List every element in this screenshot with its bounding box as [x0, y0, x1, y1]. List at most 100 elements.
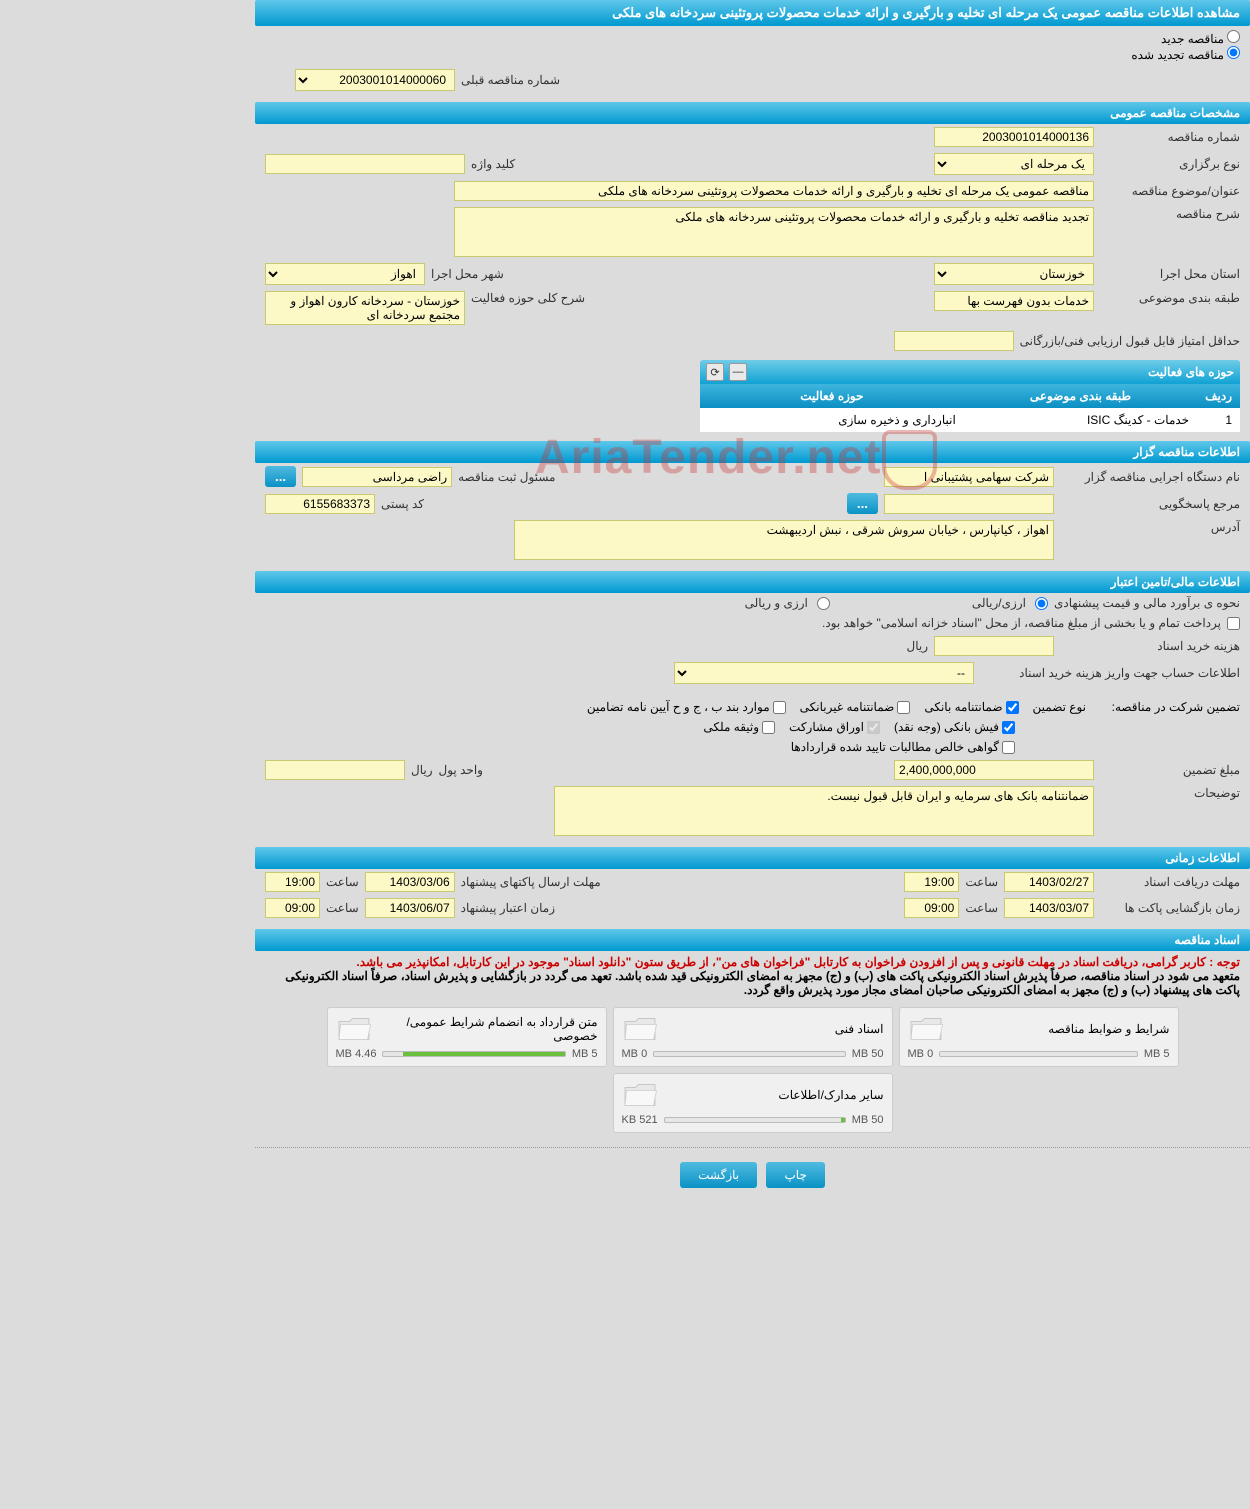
activity-title: حوزه های فعالیت — [1148, 365, 1234, 379]
contact-browse-button[interactable]: ... — [847, 493, 878, 514]
submit-deadline-label: مهلت ارسال پاکتهای پیشنهاد — [461, 875, 601, 889]
radio-renewed-tender[interactable] — [1227, 46, 1240, 59]
city-label: شهر محل اجرا — [431, 267, 504, 281]
scope-label: شرح کلی حوزه فعالیت — [471, 291, 585, 305]
category-input[interactable] — [934, 291, 1094, 311]
postal-label: کد پستی — [381, 497, 424, 511]
refresh-icon[interactable]: ⟳ — [706, 363, 724, 381]
reg-officer-label: مسئول ثبت مناقصه — [458, 470, 555, 484]
minimize-icon[interactable]: — — [729, 363, 747, 381]
scope-textarea[interactable] — [265, 291, 465, 325]
notes-label: توضیحات — [1100, 786, 1240, 800]
cb-cash[interactable] — [1002, 721, 1015, 734]
currency-input[interactable] — [265, 760, 405, 780]
tender-no-input[interactable] — [934, 127, 1094, 147]
time-label-4: ساعت — [326, 901, 359, 915]
doc-card[interactable]: متن قرارداد به انضمام شرایط عمومی/خصوصی … — [327, 1007, 607, 1067]
radio-new-tender[interactable] — [1227, 30, 1240, 43]
radio-rial[interactable] — [1035, 597, 1048, 610]
exec-label: نام دستگاه اجرایی مناقصه گزار — [1060, 470, 1240, 484]
doc-total: 50 MB — [852, 1048, 884, 1060]
keyword-input[interactable] — [265, 154, 465, 174]
province-select[interactable]: خوزستان — [934, 263, 1094, 285]
address-label: آدرس — [1060, 520, 1240, 534]
section-financial: اطلاعات مالی/تامین اعتبار — [255, 571, 1250, 593]
label-fx: ارزی و ریالی — [745, 596, 808, 610]
currency-unit: ریال — [411, 763, 433, 777]
doc-card[interactable]: اسناد فنی 50 MB 0 MB — [613, 1007, 893, 1067]
folder-icon — [336, 1014, 372, 1044]
currency-label: واحد پول — [439, 763, 483, 777]
doc-used: 0 MB — [908, 1048, 934, 1060]
treasury-checkbox[interactable] — [1227, 617, 1240, 630]
label-rial: ارزی/ریالی — [972, 596, 1026, 610]
notes-textarea[interactable] — [554, 786, 1094, 836]
guarantee-amount-input[interactable] — [894, 760, 1094, 780]
col-category: طبقه بندی موضوعی — [964, 384, 1197, 408]
guarantee-participate-label: تضمین شرکت در مناقصه: — [1100, 700, 1240, 714]
reg-officer-input[interactable] — [302, 467, 452, 487]
min-score-label: حداقل امتیاز قابل قبول ارزیابی فنی/بازرگ… — [1020, 334, 1240, 348]
category-label: طبقه بندی موضوعی — [1100, 291, 1240, 305]
doc-card[interactable]: شرایط و ضوابط مناقصه 5 MB 0 MB — [899, 1007, 1179, 1067]
receive-deadline-time[interactable] — [904, 872, 959, 892]
col-field: حوزه فعالیت — [700, 384, 964, 408]
section-docs: اسناد مناقصه — [255, 929, 1250, 951]
open-date[interactable] — [1004, 898, 1094, 918]
cb-stock[interactable] — [867, 721, 880, 734]
doc-cost-label: هزینه خرید اسناد — [1060, 639, 1240, 653]
treasury-note: پرداخت تمام و یا بخشی از مبلغ مناقصه، از… — [822, 616, 1221, 630]
radio-fx[interactable] — [817, 597, 830, 610]
subject-input[interactable] — [454, 181, 1094, 201]
doc-cost-input[interactable] — [934, 636, 1054, 656]
desc-textarea[interactable] — [454, 207, 1094, 257]
label-new-tender: مناقصه جدید — [1161, 32, 1224, 46]
cb-misc[interactable] — [773, 701, 786, 714]
doc-title: متن قرارداد به انضمام شرایط عمومی/خصوصی — [380, 1015, 598, 1043]
folder-icon — [622, 1080, 658, 1110]
method-label: نحوه ی برآورد مالی و قیمت پیشنهادی — [1054, 596, 1240, 610]
back-button[interactable]: بازگشت — [680, 1162, 757, 1188]
hold-type-select[interactable]: یک مرحله ای — [934, 153, 1094, 175]
postal-input[interactable] — [265, 494, 375, 514]
time-label-1: ساعت — [965, 875, 998, 889]
folder-icon — [622, 1014, 658, 1044]
address-textarea[interactable] — [514, 520, 1054, 560]
open-time[interactable] — [904, 898, 959, 918]
cb-property[interactable] — [762, 721, 775, 734]
section-tenderer: اطلاعات مناقصه گزار — [255, 441, 1250, 463]
cb-contract[interactable] — [1002, 741, 1015, 754]
exec-input[interactable] — [884, 467, 1054, 487]
submit-deadline-time[interactable] — [265, 872, 320, 892]
doc-used: 4.46 MB — [336, 1048, 377, 1060]
time-label-2: ساعت — [326, 875, 359, 889]
contact-input[interactable] — [884, 494, 1054, 514]
validity-time[interactable] — [265, 898, 320, 918]
progress-bar — [939, 1051, 1138, 1057]
receive-deadline-date[interactable] — [1004, 872, 1094, 892]
reg-officer-browse-button[interactable]: ... — [265, 466, 296, 487]
province-label: استان محل اجرا — [1100, 267, 1240, 281]
subject-label: عنوان/موضوع مناقصه — [1100, 184, 1240, 198]
doc-title: شرایط و ضوابط مناقصه — [952, 1022, 1170, 1036]
deposit-acct-select[interactable]: -- — [674, 662, 974, 684]
docs-note: توجه : کاربر گرامی، دریافت اسناد در مهلت… — [255, 951, 1250, 1001]
doc-card[interactable]: سایر مدارک/اطلاعات 50 MB 521 KB — [613, 1073, 893, 1133]
city-select[interactable]: اهواز — [265, 263, 425, 285]
desc-label: شرح مناقصه — [1100, 207, 1240, 221]
doc-total: 5 MB — [572, 1048, 598, 1060]
page-title: مشاهده اطلاعات مناقصه عمومی یک مرحله ای … — [612, 5, 1240, 20]
prev-tender-select[interactable]: 2003001014000060 — [295, 69, 455, 91]
cb-bank[interactable] — [1006, 701, 1019, 714]
progress-bar — [382, 1051, 565, 1057]
doc-cost-unit: ریال — [906, 639, 928, 653]
min-score-input[interactable] — [894, 331, 1014, 351]
doc-used: 0 MB — [622, 1048, 648, 1060]
time-label-3: ساعت — [965, 901, 998, 915]
cb-nonbank[interactable] — [897, 701, 910, 714]
validity-date[interactable] — [365, 898, 455, 918]
print-button[interactable]: چاپ — [766, 1162, 824, 1188]
prev-tender-label: شماره مناقصه قبلی — [461, 73, 560, 87]
submit-deadline-date[interactable] — [365, 872, 455, 892]
col-row: ردیف — [1197, 384, 1240, 408]
